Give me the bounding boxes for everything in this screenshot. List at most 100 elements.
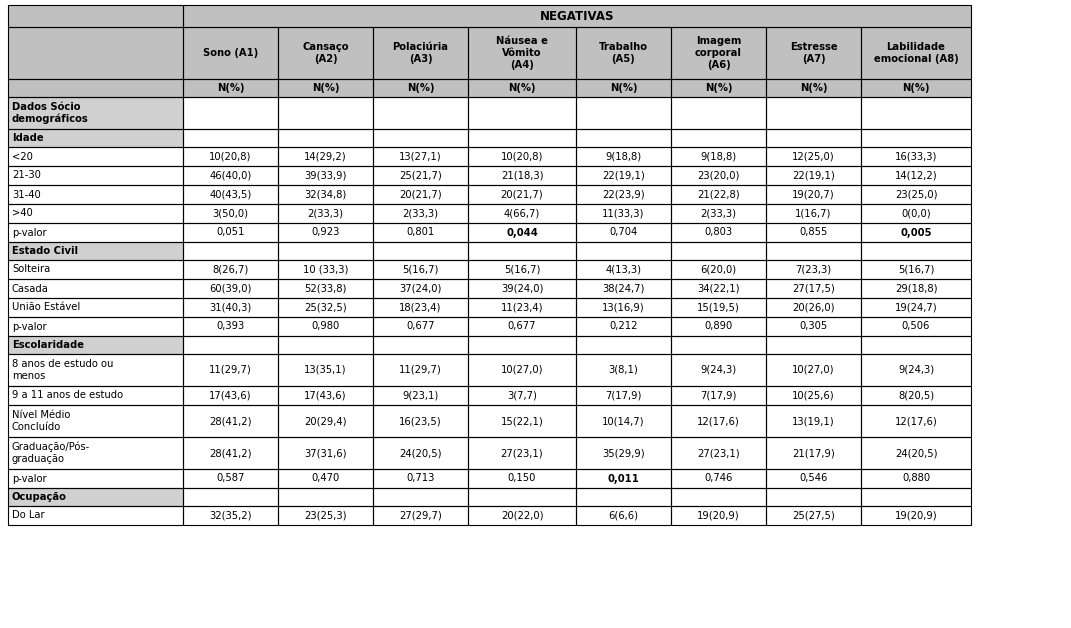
Bar [861,317,971,336]
Bar [468,336,576,354]
Bar [861,279,971,298]
Bar [672,223,766,242]
Bar [278,129,373,147]
Text: 0,546: 0,546 [799,474,828,484]
Text: p-valor: p-valor [12,474,47,484]
Text: 0,470: 0,470 [312,474,340,484]
Text: 13(19,1): 13(19,1) [793,416,834,426]
Bar [183,354,278,386]
Text: Imagem
corporal
(A6): Imagem corporal (A6) [695,36,742,70]
Text: Polaciúria
(A3): Polaciúria (A3) [392,42,449,64]
Bar [373,488,468,506]
Bar [672,488,766,506]
Bar [766,317,861,336]
Bar [861,336,971,354]
Bar [278,185,373,204]
Bar [278,97,373,129]
Bar [7,97,183,129]
Bar [278,97,373,129]
Text: 35(29,9): 35(29,9) [602,448,645,458]
Bar [278,223,373,242]
Bar [183,336,278,354]
Bar [861,386,971,405]
Bar [766,279,861,298]
Bar [373,79,468,97]
Bar [672,185,766,204]
Bar [576,488,672,506]
Bar [861,488,971,506]
Bar [468,242,576,260]
Text: 0,044: 0,044 [507,227,538,237]
Text: 32(34,8): 32(34,8) [304,190,347,200]
Bar [373,166,468,185]
Bar [672,242,766,260]
Bar [7,242,183,260]
Bar [766,185,861,204]
Bar [468,298,576,317]
Text: 10(20,8): 10(20,8) [209,151,252,161]
Bar [672,97,766,129]
Bar [766,317,861,336]
Text: 6(20,0): 6(20,0) [700,264,737,274]
Bar [183,279,278,298]
Text: 17(43,6): 17(43,6) [304,391,347,401]
Text: 12(25,0): 12(25,0) [793,151,834,161]
Text: Labilidade
emocional (A8): Labilidade emocional (A8) [874,42,959,64]
Text: 13(27,1): 13(27,1) [399,151,442,161]
Bar [278,166,373,185]
Bar [766,386,861,405]
Text: 0,005: 0,005 [901,227,932,237]
Text: 10(14,7): 10(14,7) [602,416,645,426]
Text: 0(0,0): 0(0,0) [901,208,931,219]
Bar [468,405,576,437]
Text: 37(31,6): 37(31,6) [304,448,347,458]
Text: 25(21,7): 25(21,7) [399,170,442,180]
Text: 34(22,1): 34(22,1) [697,283,740,293]
Bar [861,223,971,242]
Bar [468,298,576,317]
Bar [468,437,576,469]
Bar [861,405,971,437]
Text: 21(18,3): 21(18,3) [501,170,543,180]
Bar [766,97,861,129]
Bar [672,469,766,488]
Bar [576,79,672,97]
Bar [7,386,183,405]
Bar [7,336,183,354]
Bar [672,279,766,298]
Bar [7,166,183,185]
Bar [373,506,468,525]
Bar [766,242,861,260]
Text: 14(29,2): 14(29,2) [304,151,347,161]
Bar [278,147,373,166]
Bar [373,354,468,386]
Bar [373,204,468,223]
Text: 1(16,7): 1(16,7) [796,208,832,219]
Bar [861,97,971,129]
Bar [576,185,672,204]
Bar [373,223,468,242]
Bar [576,223,672,242]
Bar [373,260,468,279]
Bar [672,242,766,260]
Bar [766,185,861,204]
Bar [672,437,766,469]
Text: 31-40: 31-40 [12,190,41,200]
Text: 20(26,0): 20(26,0) [793,303,834,313]
Bar [183,437,278,469]
Bar [672,354,766,386]
Bar [576,242,672,260]
Text: 0,880: 0,880 [902,474,930,484]
Bar [278,405,373,437]
Bar [7,386,183,405]
Bar [861,260,971,279]
Bar [373,204,468,223]
Bar [672,336,766,354]
Bar [373,317,468,336]
Bar [576,279,672,298]
Bar [183,129,278,147]
Bar [468,129,576,147]
Bar [766,260,861,279]
Bar [576,506,672,525]
Text: >40: >40 [12,208,33,219]
